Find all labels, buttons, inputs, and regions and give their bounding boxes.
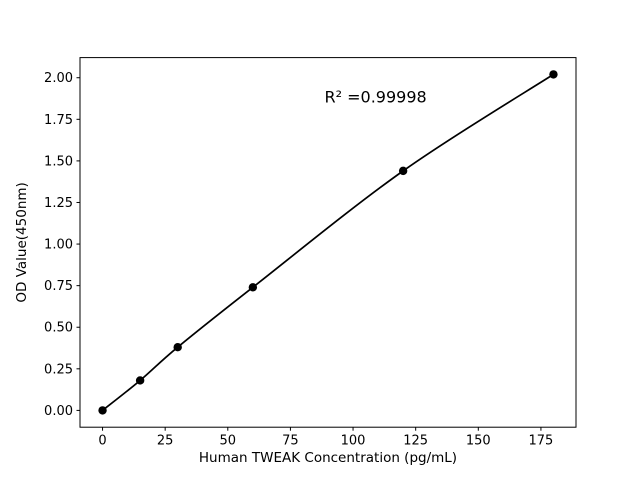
- x-tick-label: 175: [529, 434, 554, 449]
- data-point-marker: [549, 70, 558, 79]
- data-point-marker: [98, 406, 107, 415]
- x-axis-label: Human TWEAK Concentration (pg/mL): [199, 450, 457, 466]
- fit-curve-line: [102, 73, 554, 412]
- y-tick-label: 0.75: [44, 279, 73, 294]
- y-tick-label: 2.00: [44, 71, 73, 86]
- y-tick-label: 1.50: [44, 154, 73, 169]
- data-point-marker: [173, 342, 182, 352]
- r-squared-annotation: R² =0.99998: [325, 88, 427, 107]
- x-tick-label: 50: [220, 434, 237, 449]
- y-tick-label: 0.25: [44, 362, 73, 377]
- x-tick-label: 100: [341, 434, 366, 449]
- y-tick-label: 1.25: [44, 196, 73, 211]
- y-tick-label: 1.75: [44, 113, 73, 128]
- x-tick-label: 150: [466, 434, 491, 449]
- data-point-marker: [398, 166, 408, 176]
- data-point-marker: [135, 376, 145, 385]
- data-point-marker: [248, 283, 258, 292]
- x-tick-label: 125: [403, 434, 428, 449]
- axes-frame: [79, 57, 577, 428]
- y-tick-label: 0.50: [44, 321, 73, 336]
- y-tick-label: 1.00: [44, 238, 73, 253]
- x-tick-label: 0: [98, 434, 106, 449]
- x-tick-label: 25: [157, 434, 174, 449]
- y-axis-label: OD Value(450nm): [14, 182, 30, 302]
- x-tick-label: 75: [282, 434, 299, 449]
- y-tick-label: 0.00: [44, 404, 73, 419]
